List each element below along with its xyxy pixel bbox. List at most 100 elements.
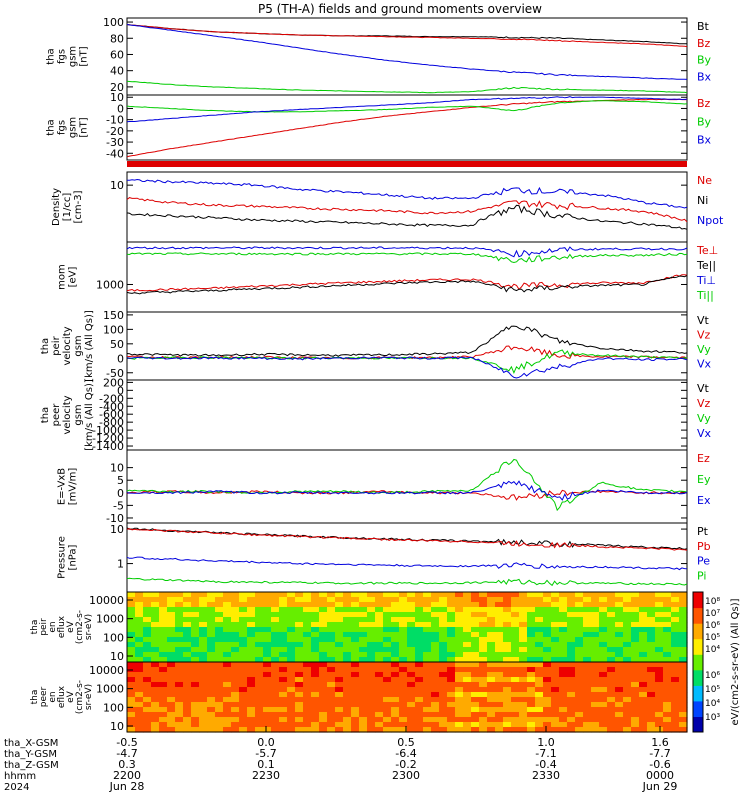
spectrogram-cell: [535, 712, 544, 718]
spectrogram-cell: [295, 712, 304, 718]
spectrogram-cell: [495, 682, 504, 688]
spectrogram-cell: [679, 602, 688, 608]
spectrogram-cell: [479, 697, 488, 703]
spectrogram-cell: [639, 677, 648, 683]
spectrogram-cell: [439, 692, 448, 698]
spectrogram-cell: [239, 617, 248, 623]
spectrogram-cell: [231, 617, 240, 623]
spectrogram-cell: [287, 647, 296, 653]
spectrogram-cell: [591, 687, 600, 693]
spectrogram-cell: [535, 652, 544, 658]
spectrogram-cell: [447, 652, 456, 658]
spectrogram-cell: [375, 667, 384, 673]
spectrogram-cell: [647, 632, 656, 638]
spectrogram-cell: [631, 622, 640, 628]
spectrogram-cell: [367, 622, 376, 628]
spectrogram-cell: [175, 597, 184, 603]
spectrogram-cell: [279, 667, 288, 673]
spectrogram-cell: [151, 692, 160, 698]
ylabel-line: tha: [30, 620, 40, 635]
spectrogram-cell: [511, 602, 520, 608]
spectrogram-cell: [495, 697, 504, 703]
spectrogram-cell: [655, 647, 664, 653]
spectrogram-cell: [471, 682, 480, 688]
spectrogram-cell: [263, 712, 272, 718]
spectrogram-cell: [239, 697, 248, 703]
spectrogram-cell: [455, 612, 464, 618]
spectrogram-cell: [279, 692, 288, 698]
spectrogram-cell: [303, 677, 312, 683]
spectrogram-cell: [623, 722, 632, 728]
spectrogram-cell: [167, 662, 176, 668]
spectrogram-cell: [615, 702, 624, 708]
legend-label: Vz: [697, 329, 711, 342]
legend-label: Vt: [697, 382, 710, 395]
spectrogram-cell: [135, 592, 144, 598]
spectrogram-cell: [391, 622, 400, 628]
spectrogram-cell: [303, 612, 312, 618]
spectrogram-cell: [575, 612, 584, 618]
spectrogram-cell: [391, 662, 400, 668]
spectrogram-cell: [223, 692, 232, 698]
spectrogram-cell: [615, 647, 624, 653]
spectrogram-cell: [351, 627, 360, 633]
spectrogram-cell: [439, 682, 448, 688]
spectrogram-cell: [135, 607, 144, 613]
spectrogram-cell: [303, 617, 312, 623]
spectrogram-cell: [287, 642, 296, 648]
spectrogram-cell: [535, 687, 544, 693]
spectrogram-cell: [319, 642, 328, 648]
spectrogram-cell: [511, 627, 520, 633]
spectrogram-cell: [287, 677, 296, 683]
spectrogram-cell: [319, 712, 328, 718]
spectrogram-cell: [175, 647, 184, 653]
spectrogram-cell: [479, 667, 488, 673]
spectrogram-cell: [359, 632, 368, 638]
legend-label: Bz: [697, 37, 711, 50]
spectrogram-cell: [407, 682, 416, 688]
spectrogram-cell: [519, 642, 528, 648]
spectrogram-cell: [463, 677, 472, 683]
spectrogram-cell: [391, 617, 400, 623]
spectrogram-cell: [671, 702, 680, 708]
spectrogram-cell: [143, 642, 152, 648]
spectrogram-cell: [615, 707, 624, 713]
spectrogram-cell: [159, 662, 168, 668]
spectrogram-cell: [143, 597, 152, 603]
spectrogram-cell: [615, 682, 624, 688]
spectrogram-cell: [575, 662, 584, 668]
spectrogram-cell: [223, 672, 232, 678]
spectrogram-cell: [583, 632, 592, 638]
legend-label: Pi: [697, 569, 706, 582]
spectrogram-cell: [487, 657, 496, 663]
spectrogram-cell: [311, 707, 320, 713]
spectrogram-cell: [191, 607, 200, 613]
spectrogram-cell: [327, 712, 336, 718]
spectrogram-cell: [407, 692, 416, 698]
spectrogram-cell: [471, 637, 480, 643]
xaxis-value: 1.0: [537, 736, 555, 749]
spectrogram-cell: [255, 677, 264, 683]
spectrogram-cell: [207, 622, 216, 628]
spectrogram-cell: [447, 712, 456, 718]
spectrogram-cell: [199, 677, 208, 683]
spectrogram-cell: [383, 692, 392, 698]
spectrogram-cell: [183, 602, 192, 608]
spectrogram-cell: [399, 677, 408, 683]
spectrogram-cell: [455, 647, 464, 653]
spectrogram-cell: [207, 617, 216, 623]
spectrogram-cell: [399, 632, 408, 638]
panel-frame: [126, 379, 688, 451]
spectrogram-cell: [375, 692, 384, 698]
spectrogram-cell: [511, 687, 520, 693]
spectrogram-cell: [535, 717, 544, 723]
spectrogram-cell: [215, 617, 224, 623]
spectrogram-cell: [255, 727, 264, 733]
spectrogram-cell: [167, 632, 176, 638]
spectrogram-cell: [503, 642, 512, 648]
spectrogram-cell: [503, 622, 512, 628]
spectrogram-cell: [599, 687, 608, 693]
spectrogram-cell: [279, 712, 288, 718]
spectrogram-cell: [567, 602, 576, 608]
spectrogram-cell: [495, 707, 504, 713]
